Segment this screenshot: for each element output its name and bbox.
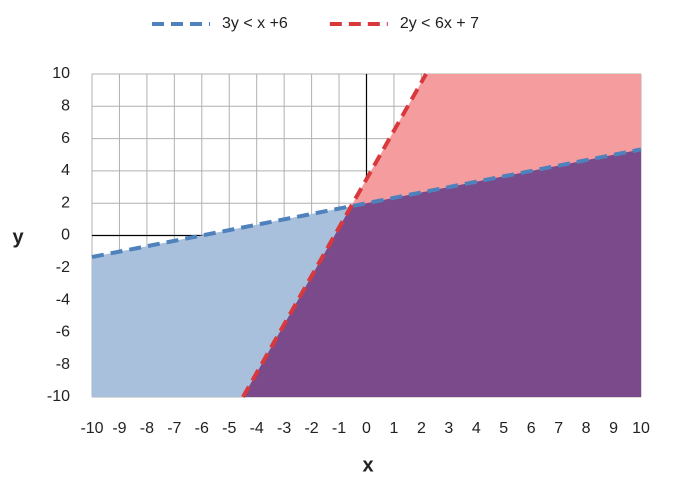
x-tick-label: 3: [444, 420, 453, 437]
x-tick-label: -9: [112, 420, 126, 437]
y-tick-label: -8: [56, 356, 70, 373]
x-tick-label: 4: [472, 420, 481, 437]
x-tick-label: 6: [527, 420, 536, 437]
x-tick-label: -6: [195, 420, 209, 437]
boundary-line: [91, 147, 642, 259]
x-tick-label: 8: [582, 420, 591, 437]
x-tick-label: -4: [250, 420, 264, 437]
legend-label: 3y < x +6: [222, 15, 288, 32]
x-tick-label: -7: [167, 420, 181, 437]
x-tick-label: 5: [499, 420, 508, 437]
x-tick-label: 9: [609, 420, 618, 437]
x-tick-label: -2: [304, 420, 318, 437]
legend-label: 2y < 6x + 7: [400, 15, 479, 32]
x-tick-label: 0: [362, 420, 371, 437]
x-axis-label: x: [362, 454, 373, 476]
y-tick-label: 4: [61, 162, 70, 179]
y-tick-label: 8: [61, 98, 70, 115]
x-tick-label: 7: [554, 420, 563, 437]
x-tick-label: 10: [632, 420, 650, 437]
y-tick-label: 10: [52, 65, 70, 82]
y-tick-label: -4: [56, 291, 70, 308]
y-tick-label: -2: [56, 259, 70, 276]
x-tick-label: -10: [80, 420, 103, 437]
x-tick-label: -8: [140, 420, 154, 437]
x-tick-label: 1: [389, 420, 398, 437]
x-tick-label: -1: [332, 420, 346, 437]
y-tick-label: 6: [61, 130, 70, 147]
y-tick-label: -6: [56, 324, 70, 341]
y-axis-label: y: [12, 226, 24, 248]
boundary-line: [241, 73, 428, 398]
x-tick-label: -3: [277, 420, 291, 437]
x-tick-label: -5: [222, 420, 236, 437]
y-tick-label: -10: [47, 388, 70, 405]
x-tick-label: 2: [417, 420, 426, 437]
y-tick-label: 0: [61, 227, 70, 244]
y-tick-label: 2: [61, 194, 70, 211]
